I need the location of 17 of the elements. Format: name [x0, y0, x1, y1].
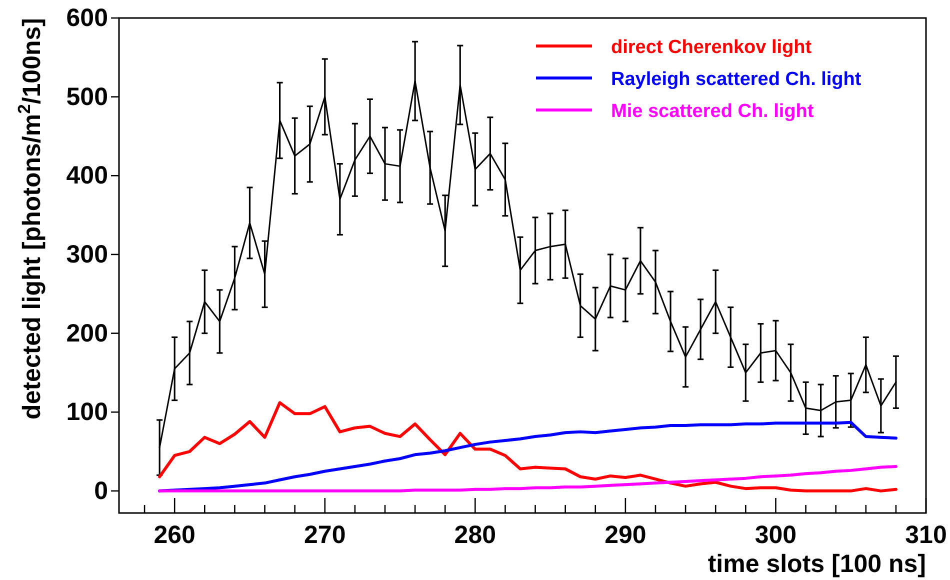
x-tick-label: 260 [154, 521, 196, 549]
x-tick-label: 280 [454, 521, 496, 549]
y-tick-label: 200 [66, 319, 108, 348]
y-tick-label: 600 [66, 4, 108, 32]
legend-label: Rayleigh scattered Ch. light [611, 69, 862, 90]
y-tick-label: 400 [66, 162, 108, 190]
y-tick-label: 100 [66, 398, 108, 426]
x-tick-label: 290 [604, 521, 646, 549]
y-tick-label: 500 [66, 82, 108, 111]
x-axis-title: time slots [100 ns] [708, 550, 926, 578]
y-tick-label: 0 [94, 476, 108, 505]
x-tick-label: 270 [304, 521, 346, 549]
x-tick-label: 310 [905, 521, 947, 549]
legend-label: Mie scattered Ch. light [611, 101, 814, 122]
y-tick-label: 300 [66, 240, 108, 268]
legend-label: direct Cherenkov light [611, 37, 812, 58]
x-tick-label: 300 [754, 521, 797, 549]
